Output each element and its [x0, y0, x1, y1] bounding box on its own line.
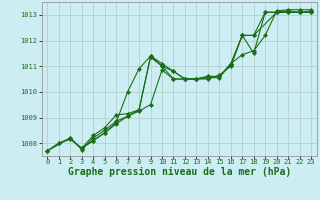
- X-axis label: Graphe pression niveau de la mer (hPa): Graphe pression niveau de la mer (hPa): [68, 167, 291, 177]
